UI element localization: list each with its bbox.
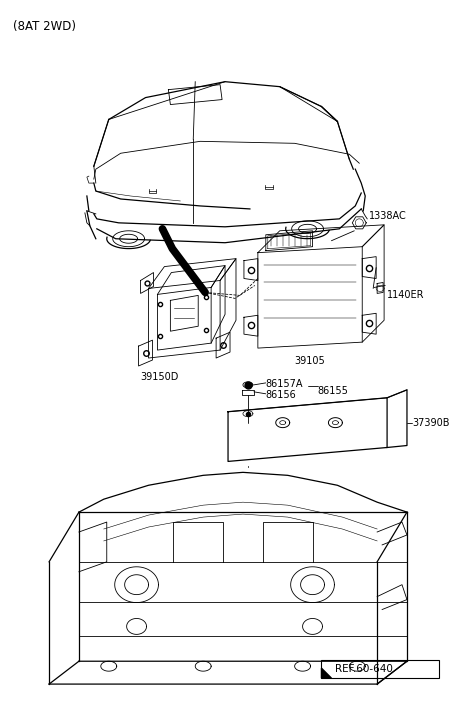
Text: 1140ER: 1140ER bbox=[387, 290, 424, 300]
Text: (8AT 2WD): (8AT 2WD) bbox=[13, 20, 76, 33]
Text: REF.60-640: REF.60-640 bbox=[336, 664, 393, 674]
Text: 37390B: 37390B bbox=[412, 417, 449, 427]
Text: 86157A: 86157A bbox=[266, 379, 303, 389]
Text: 39105: 39105 bbox=[294, 356, 325, 366]
Text: 39150D: 39150D bbox=[140, 372, 179, 382]
Text: 1338AC: 1338AC bbox=[369, 211, 407, 221]
Polygon shape bbox=[322, 668, 331, 678]
Text: 86155: 86155 bbox=[317, 386, 348, 396]
Text: 86156: 86156 bbox=[266, 390, 297, 400]
Bar bbox=[322, 660, 439, 678]
